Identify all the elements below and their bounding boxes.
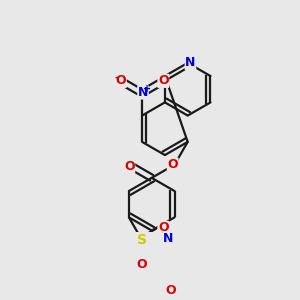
Text: N: N	[138, 86, 148, 99]
Text: +: +	[143, 84, 151, 94]
Text: -: -	[115, 73, 119, 83]
Text: O: O	[167, 158, 178, 171]
Text: N: N	[163, 232, 174, 245]
Text: O: O	[158, 221, 169, 234]
Text: O: O	[166, 284, 176, 297]
Text: S: S	[137, 233, 147, 247]
Text: O: O	[116, 74, 126, 87]
Text: N: N	[185, 56, 196, 69]
Text: O: O	[124, 160, 135, 172]
Text: O: O	[137, 258, 147, 271]
Text: O: O	[158, 74, 169, 87]
